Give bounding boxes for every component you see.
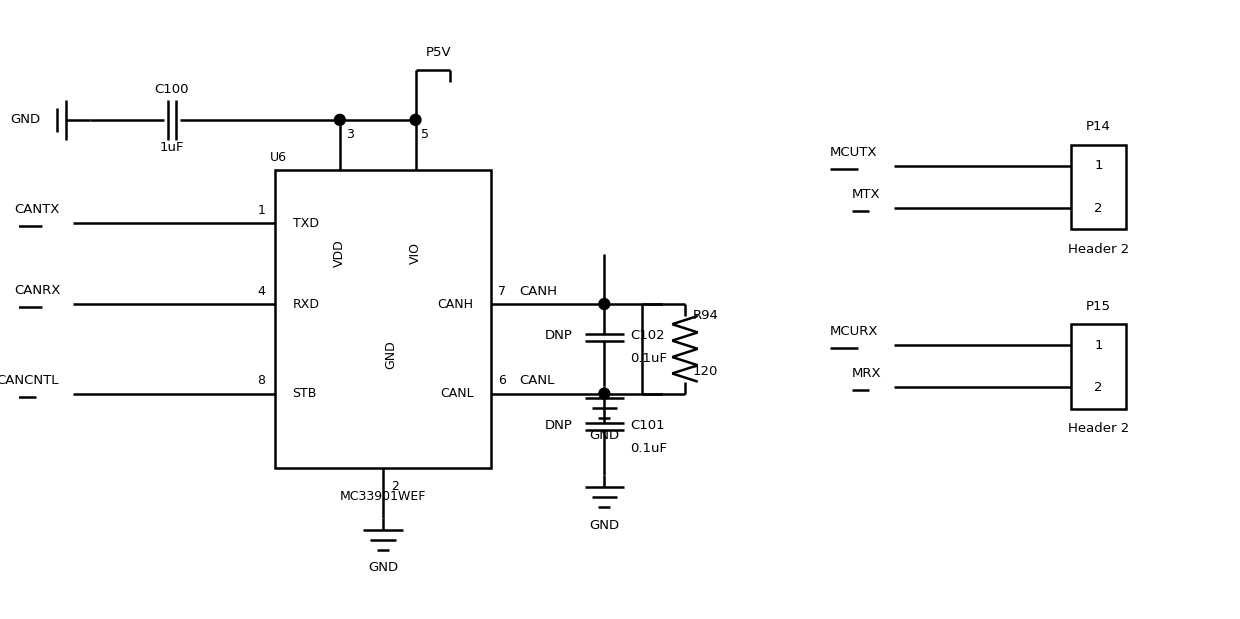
Text: P14: P14 bbox=[1086, 120, 1111, 133]
Text: 7: 7 bbox=[498, 285, 506, 298]
Bar bbox=[275, 170, 491, 469]
Text: 1: 1 bbox=[1094, 160, 1102, 173]
Text: Header 2: Header 2 bbox=[1068, 422, 1130, 435]
Text: VIO: VIO bbox=[409, 242, 422, 264]
Text: DNP: DNP bbox=[546, 329, 573, 342]
Text: CANL: CANL bbox=[518, 374, 554, 387]
Text: CANCNTL: CANCNTL bbox=[0, 374, 60, 387]
Text: MRX: MRX bbox=[852, 368, 882, 381]
Text: 2: 2 bbox=[1094, 202, 1102, 215]
Bar bbox=[1071, 145, 1126, 230]
Text: 5: 5 bbox=[422, 128, 429, 141]
Text: MC33901WEF: MC33901WEF bbox=[340, 490, 427, 503]
Text: CANH: CANH bbox=[518, 285, 557, 298]
Text: 1uF: 1uF bbox=[160, 141, 184, 154]
Text: GND: GND bbox=[11, 113, 41, 126]
Text: 1: 1 bbox=[1094, 339, 1102, 352]
Text: MCURX: MCURX bbox=[830, 325, 878, 338]
Text: C101: C101 bbox=[630, 419, 665, 432]
Text: GND: GND bbox=[384, 340, 398, 369]
Text: GND: GND bbox=[589, 519, 620, 532]
Text: CANL: CANL bbox=[440, 387, 474, 400]
Text: 8: 8 bbox=[257, 374, 265, 387]
Text: CANTX: CANTX bbox=[15, 204, 60, 217]
Text: P5V: P5V bbox=[425, 46, 451, 59]
Text: 6: 6 bbox=[498, 374, 506, 387]
Text: 1: 1 bbox=[257, 204, 265, 217]
Text: Header 2: Header 2 bbox=[1068, 243, 1130, 256]
Circle shape bbox=[599, 388, 610, 399]
Text: 0.1uF: 0.1uF bbox=[630, 442, 667, 455]
Text: U6: U6 bbox=[270, 151, 286, 164]
Text: 2: 2 bbox=[1094, 381, 1102, 394]
Text: RXD: RXD bbox=[293, 298, 320, 311]
Text: C100: C100 bbox=[155, 84, 188, 97]
Text: 4: 4 bbox=[257, 285, 265, 298]
Text: MTX: MTX bbox=[852, 188, 880, 201]
Circle shape bbox=[335, 115, 345, 125]
Text: GND: GND bbox=[368, 561, 398, 574]
Text: 120: 120 bbox=[693, 365, 718, 378]
Text: VDD: VDD bbox=[334, 240, 346, 267]
Text: DNP: DNP bbox=[546, 419, 573, 432]
Text: MCUTX: MCUTX bbox=[830, 146, 877, 159]
Text: GND: GND bbox=[589, 429, 620, 442]
Text: CANRX: CANRX bbox=[15, 284, 61, 297]
Text: TXD: TXD bbox=[293, 217, 319, 230]
Circle shape bbox=[599, 298, 610, 310]
Text: CANH: CANH bbox=[438, 298, 474, 311]
Bar bbox=[1071, 324, 1126, 409]
Text: 0.1uF: 0.1uF bbox=[630, 352, 667, 365]
Text: 3: 3 bbox=[346, 128, 353, 141]
Circle shape bbox=[410, 115, 420, 125]
Text: STB: STB bbox=[293, 387, 317, 400]
Text: R94: R94 bbox=[693, 310, 719, 322]
Text: P15: P15 bbox=[1086, 300, 1111, 313]
Text: C102: C102 bbox=[630, 329, 665, 342]
Text: 2: 2 bbox=[391, 480, 399, 493]
